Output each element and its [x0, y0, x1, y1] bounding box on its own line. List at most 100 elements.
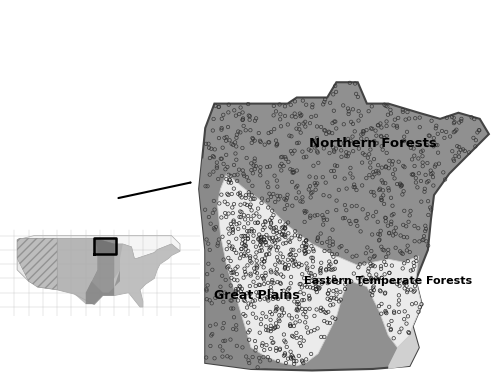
Point — [226, 177, 234, 183]
Point — [232, 322, 240, 328]
Point — [244, 329, 252, 335]
Point — [338, 243, 345, 249]
Point — [244, 248, 252, 254]
Point — [359, 150, 367, 156]
Point — [332, 207, 340, 213]
Point — [264, 354, 272, 360]
Point — [331, 83, 339, 89]
Point — [243, 228, 251, 234]
Point — [438, 128, 446, 134]
Point — [430, 143, 438, 149]
Point — [218, 127, 226, 133]
Point — [215, 135, 223, 141]
Point — [203, 296, 211, 302]
Point — [230, 186, 238, 192]
Point — [291, 228, 299, 234]
Point — [245, 113, 253, 119]
Point — [402, 321, 410, 327]
Point — [400, 308, 408, 314]
Point — [386, 270, 394, 276]
Point — [432, 161, 440, 167]
Point — [378, 195, 386, 201]
Point — [281, 154, 289, 160]
Point — [266, 245, 274, 251]
Point — [286, 239, 294, 245]
Point — [252, 115, 260, 121]
Point — [330, 276, 338, 282]
Point — [381, 290, 389, 296]
Point — [378, 143, 386, 149]
Point — [330, 168, 338, 174]
Point — [384, 223, 392, 229]
Point — [220, 112, 228, 118]
Point — [317, 305, 325, 311]
Point — [258, 340, 266, 346]
Point — [399, 107, 407, 113]
Point — [320, 248, 328, 254]
Point — [246, 204, 254, 210]
Point — [255, 355, 263, 361]
Point — [379, 187, 387, 194]
Point — [280, 338, 288, 344]
Point — [400, 164, 408, 170]
Point — [290, 255, 298, 261]
Point — [294, 299, 302, 305]
Point — [248, 228, 256, 234]
Point — [456, 147, 464, 153]
Point — [218, 116, 226, 122]
Point — [226, 177, 234, 183]
Point — [384, 112, 392, 118]
Point — [238, 233, 246, 239]
Point — [285, 262, 293, 268]
Point — [332, 198, 340, 204]
Point — [348, 133, 356, 139]
Point — [212, 224, 220, 230]
Point — [250, 196, 258, 202]
Point — [302, 237, 310, 243]
Point — [304, 265, 312, 271]
Point — [273, 178, 281, 184]
Point — [432, 125, 440, 131]
Point — [234, 226, 242, 232]
Point — [316, 270, 324, 276]
Point — [212, 321, 220, 327]
Point — [273, 247, 281, 253]
Point — [273, 230, 281, 236]
Point — [452, 127, 460, 133]
Point — [378, 244, 386, 250]
Point — [210, 226, 218, 232]
Point — [240, 266, 248, 272]
Point — [377, 133, 385, 139]
Point — [252, 163, 260, 169]
Point — [416, 239, 424, 245]
Point — [242, 195, 250, 201]
Point — [251, 338, 259, 344]
Point — [313, 180, 321, 186]
Point — [298, 358, 306, 364]
Point — [322, 267, 330, 273]
Point — [412, 175, 420, 181]
Point — [250, 213, 258, 219]
Point — [278, 154, 286, 160]
Point — [276, 193, 284, 199]
Point — [255, 282, 263, 288]
Point — [236, 284, 244, 290]
Point — [252, 314, 260, 321]
Point — [312, 286, 320, 292]
Point — [349, 148, 357, 154]
Point — [291, 259, 299, 265]
Point — [400, 234, 408, 240]
Point — [358, 183, 366, 189]
Point — [380, 259, 388, 265]
Point — [282, 360, 290, 366]
Point — [335, 298, 343, 304]
Point — [258, 237, 266, 243]
Point — [234, 290, 242, 296]
Point — [308, 189, 316, 195]
Point — [288, 257, 296, 263]
Point — [326, 320, 334, 326]
Point — [208, 333, 216, 339]
Point — [387, 195, 395, 201]
Point — [320, 334, 328, 340]
Point — [280, 288, 288, 294]
